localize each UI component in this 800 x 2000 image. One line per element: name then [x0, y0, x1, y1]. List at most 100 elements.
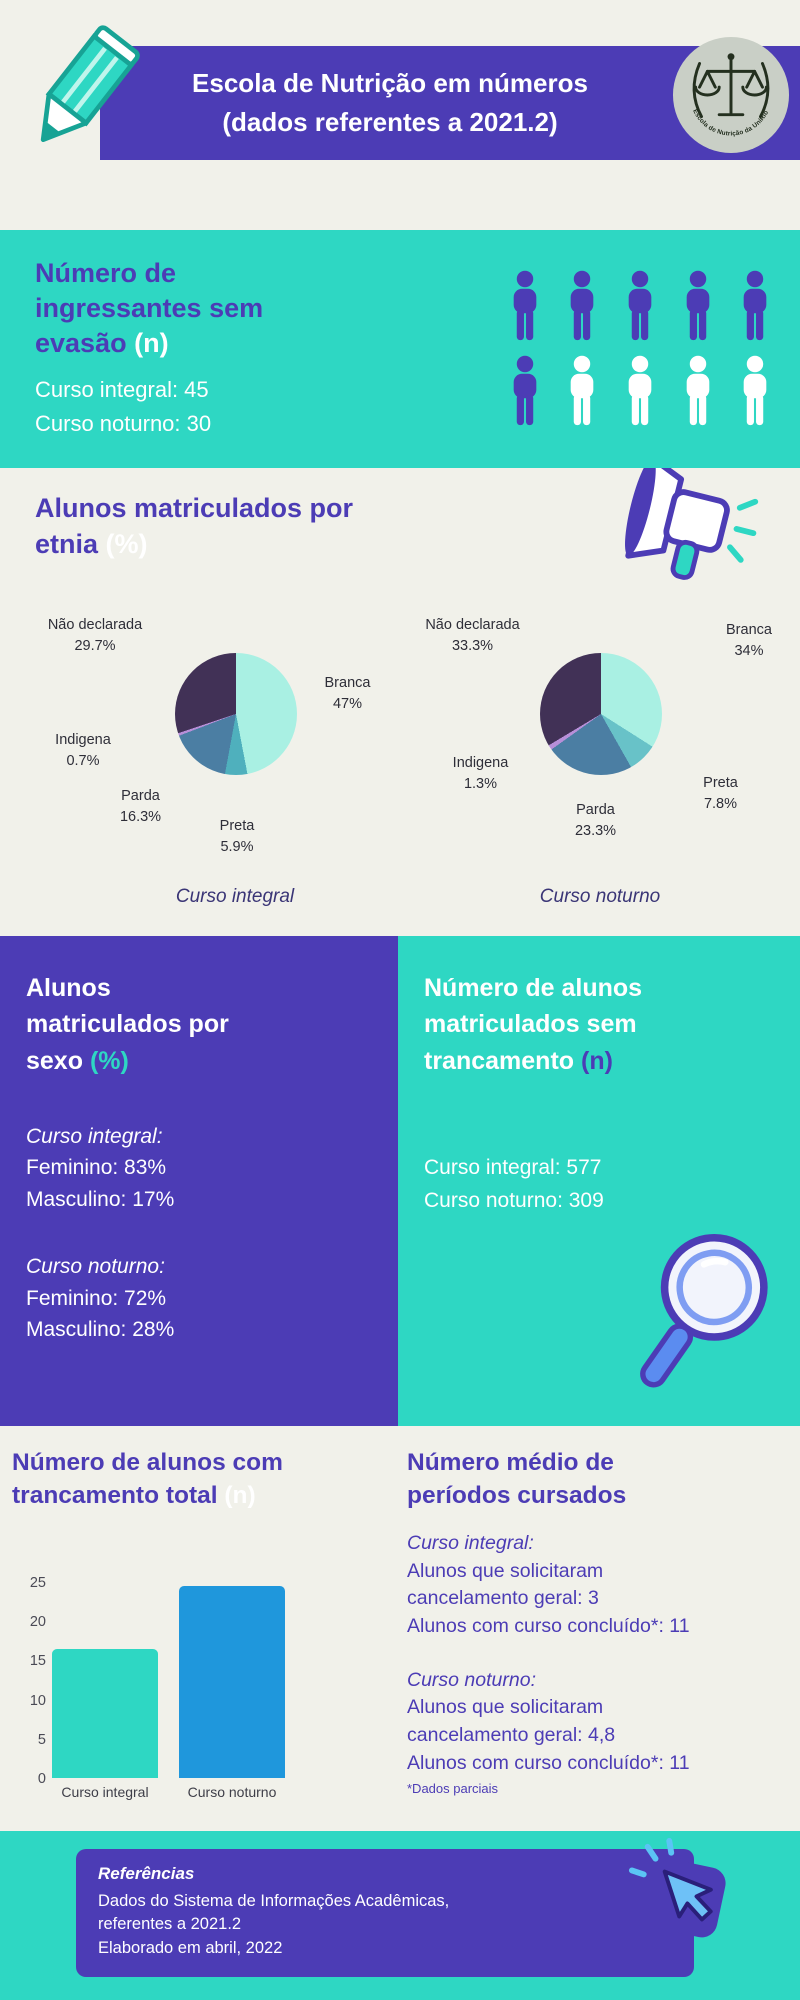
heading-accent: (n) — [134, 328, 169, 359]
person-icon — [504, 270, 546, 347]
value-line-noturno: Curso noturno: 309 — [424, 1189, 604, 1213]
heading-accent: (%) — [105, 529, 148, 560]
heading-accent: (n) — [224, 1482, 256, 1510]
value-line: Alunos que solicitaram — [407, 1696, 604, 1719]
pictogram — [502, 270, 778, 432]
pie-caption-integral: Curso integral — [175, 886, 295, 907]
heading-line: Alunos — [26, 974, 111, 1002]
person-icon — [561, 355, 603, 432]
page-title-line2: (dados referentes a 2021.2) — [222, 107, 558, 137]
heading-line: Número de alunos com — [12, 1449, 283, 1476]
school-logo: Escola de Nutrição da UniRio — [672, 36, 790, 154]
reference-line: Dados do Sistema de Informações Acadêmic… — [98, 1892, 450, 1910]
heading-accent: (%) — [89, 1046, 129, 1075]
heading-line: trancamento (n) — [424, 1046, 613, 1075]
cursor-icon — [626, 1837, 744, 1960]
pie-caption-noturno: Curso noturno — [539, 886, 661, 907]
group-title: Curso noturno: — [26, 1255, 165, 1279]
periodos-body: Curso integral: Alunos que solicitaram c… — [407, 1530, 690, 1798]
footer-section: Referências Dados do Sistema de Informaç… — [0, 1831, 800, 2000]
heading-line: evasão (n) — [35, 328, 169, 359]
sexo-group-noturno: Curso noturno: Feminino: 72% Masculino: … — [26, 1251, 372, 1346]
etnia-section: Alunos matriculados por etnia (%) Não de… — [0, 468, 800, 936]
heading-line: sexo (%) — [26, 1046, 129, 1075]
person-icon — [734, 355, 776, 432]
value-line-integral: Curso integral: 577 — [424, 1155, 602, 1179]
person-icon — [561, 270, 603, 347]
person-icon — [734, 270, 776, 347]
value-line-noturno: Curso noturno: 30 — [35, 411, 212, 437]
page-title-line1: Escola de Nutrição em números — [192, 68, 588, 98]
pie-label-indigena: Indigena 0.7% — [55, 732, 111, 770]
megaphone-icon — [609, 468, 774, 612]
sexo-heading: Alunos matriculados por sexo (%) — [26, 970, 372, 1079]
pie-label-nao-declarada: Não declarada 33.3% — [425, 617, 520, 655]
sem-trancamento-heading: Número de alunos matriculados sem tranca… — [424, 970, 774, 1079]
heading-line: Alunos matriculados por — [35, 493, 354, 523]
y-axis-tick: 10 — [29, 1692, 46, 1709]
split-section: Alunos matriculados por sexo (%) Curso i… — [0, 936, 800, 1426]
y-axis-tick: 0 — [37, 1771, 46, 1787]
y-axis-tick: 5 — [37, 1731, 46, 1748]
pie-label-preta: Preta 5.9% — [219, 818, 255, 856]
heading-line: períodos cursados — [407, 1482, 627, 1510]
bar-curso-integral — [52, 1648, 158, 1778]
group-title: Curso integral: — [26, 1124, 163, 1148]
person-icon — [677, 270, 719, 347]
trancamento-total-heading: Número de alunos com trancamento total (… — [12, 1446, 390, 1512]
person-icon — [619, 355, 661, 432]
pie-label-parda: Parda 16.3% — [119, 788, 162, 826]
heading-line: Número de — [35, 258, 177, 288]
reference-line: Elaborado em abril, 2022 — [98, 1938, 283, 1957]
references-title: Referências — [98, 1864, 195, 1883]
person-icon — [504, 355, 546, 432]
person-icon — [619, 270, 661, 347]
value-line: Feminino: 72% — [26, 1286, 167, 1310]
header-section: Escola de Nutrição em números (dados ref… — [0, 0, 800, 230]
sexo-group-integral: Curso integral: Feminino: 83% Masculino:… — [26, 1121, 372, 1216]
x-axis-label: Curso integral — [61, 1784, 149, 1800]
value-line: Masculino: 28% — [26, 1318, 175, 1342]
bottom-section: Número de alunos com trancamento total (… — [0, 1426, 800, 1831]
value-line: Alunos com curso concluído*: 11 — [407, 1751, 690, 1774]
sexo-panel: Alunos matriculados por sexo (%) Curso i… — [0, 936, 398, 1426]
group-title: Curso noturno: — [407, 1668, 536, 1691]
heading-line: Número médio de — [407, 1449, 614, 1476]
ingressantes-values: Curso integral: 45 Curso noturno: 30 — [35, 373, 211, 441]
pie-label-parda: Parda 23.3% — [574, 802, 617, 840]
x-axis-label: Curso noturno — [187, 1784, 277, 1800]
pie-chart-curso-noturno — [540, 653, 662, 775]
pie-label-branca: Branca 47% — [324, 675, 371, 713]
value-line: Alunos com curso concluído*: 11 — [407, 1615, 690, 1638]
periodos-heading: Número médio de períodos cursados — [407, 1446, 787, 1512]
bar-chart: 0 5 10 15 20 25 Curso integral Curso noturno — [18, 1574, 388, 1824]
pie-label-preta: Preta 7.8% — [703, 775, 738, 813]
pie-label-indigena: Indigena 1.3% — [452, 755, 509, 793]
footnote: *Dados parciais — [407, 1780, 499, 1796]
scales-icon — [692, 58, 770, 119]
etnia-heading: Alunos matriculados por etnia (%) — [35, 490, 353, 563]
ingressantes-heading: Número de ingressantes sem evasão (n) — [35, 256, 263, 361]
heading-line: matriculados por — [26, 1010, 229, 1039]
y-axis-tick: 15 — [29, 1653, 46, 1670]
heading-accent: (n) — [581, 1046, 613, 1075]
ingressantes-section: Número de ingressantes sem evasão (n) Cu… — [0, 230, 800, 468]
pie-label-branca: Branca 34% — [726, 622, 772, 660]
heading-line: etnia (%) — [35, 529, 148, 560]
bar-chart-plot: 0 5 10 15 20 25 Curso integral Curso noturno — [30, 1575, 292, 1800]
reference-line: referentes a 2021.2 — [98, 1915, 242, 1934]
value-line-integral: Curso integral: 45 — [35, 377, 209, 402]
heading-line: matriculados sem — [424, 1010, 637, 1039]
page-title: Escola de Nutrição em números (dados ref… — [140, 64, 640, 142]
heading-line: ingressantes sem — [35, 293, 264, 324]
pie-chart-curso-integral — [175, 653, 297, 775]
references-box: Referências Dados do Sistema de Informaç… — [76, 1849, 694, 1977]
person-icon — [677, 355, 719, 432]
pie-label-nao-declarada: Não declarada 29.7% — [47, 617, 143, 655]
value-line: cancelamento geral: 4,8 — [407, 1724, 616, 1747]
value-line: Feminino: 83% — [26, 1156, 167, 1180]
value-line: Masculino: 17% — [26, 1187, 175, 1211]
value-line: cancelamento geral: 3 — [407, 1587, 599, 1610]
pencil-icon — [2, 10, 162, 175]
heading-line: Número de alunos — [424, 974, 643, 1002]
